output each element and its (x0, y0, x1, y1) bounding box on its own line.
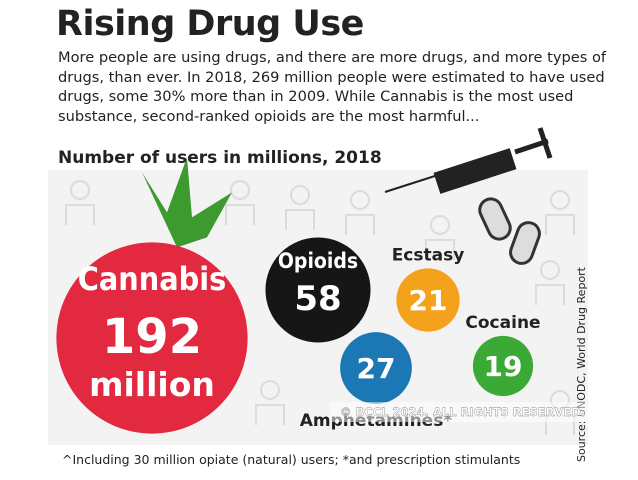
value-label: 21 (409, 284, 448, 317)
watermark-bg (330, 402, 600, 422)
source: Source: UNODC, World Drug Report (575, 266, 588, 462)
value-label: 58 (294, 279, 341, 319)
bubble (340, 332, 412, 404)
bubble-label: Cocaine (465, 313, 540, 333)
chart-title: Number of users in millions, 2018 (58, 148, 382, 168)
bubble (56, 242, 248, 434)
value-label: 19 (484, 350, 523, 383)
bubble-label: Opioids (278, 249, 358, 273)
footnote: ^Including 30 million opiate (natural) u… (62, 452, 520, 467)
bubble (472, 335, 534, 397)
value-label: 192 (102, 309, 202, 365)
watermark: © BCCL 2024. ALL RIGHTS RESERVED. (340, 405, 585, 419)
bubble (265, 237, 371, 343)
syringe-icon (384, 127, 553, 194)
bubble-label: Cannabis (78, 260, 227, 298)
pills-icon (478, 197, 541, 265)
cannabis-leaf (142, 157, 232, 248)
unit-label: million (89, 365, 215, 404)
subtitle: More people are using drugs, and there a… (58, 49, 607, 125)
title: Rising Drug Use (56, 4, 364, 44)
bubble (396, 268, 460, 332)
bubble-label: Ecstasy (392, 245, 465, 265)
value-label: 27 (357, 352, 396, 385)
